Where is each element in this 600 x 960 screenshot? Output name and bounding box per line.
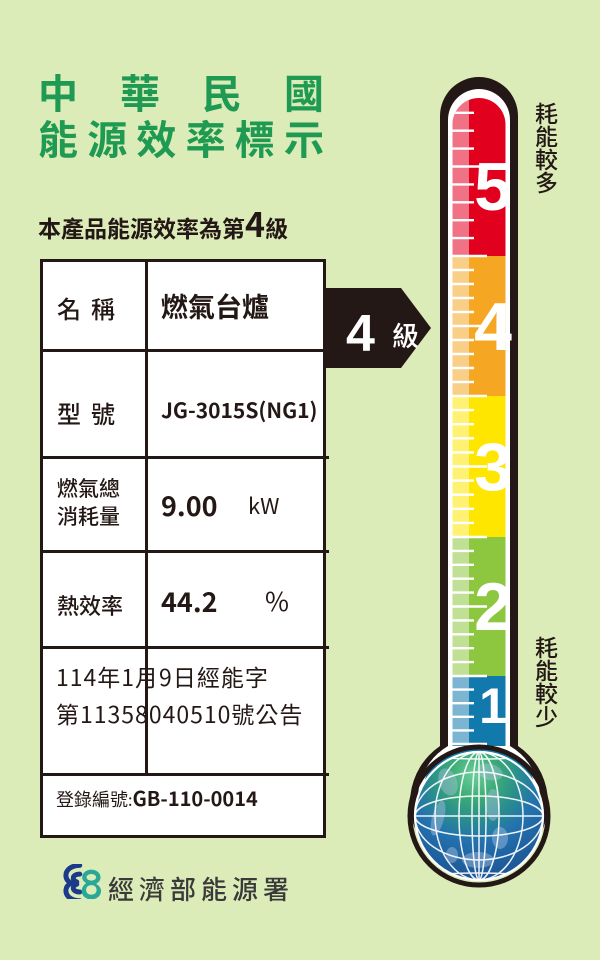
svg-text:4: 4 (346, 305, 375, 363)
svg-text:5: 5 (474, 149, 512, 225)
svg-text:1: 1 (479, 678, 507, 734)
svg-text:3: 3 (474, 429, 512, 505)
svg-text:4: 4 (474, 289, 512, 365)
svg-text:2: 2 (474, 569, 512, 645)
